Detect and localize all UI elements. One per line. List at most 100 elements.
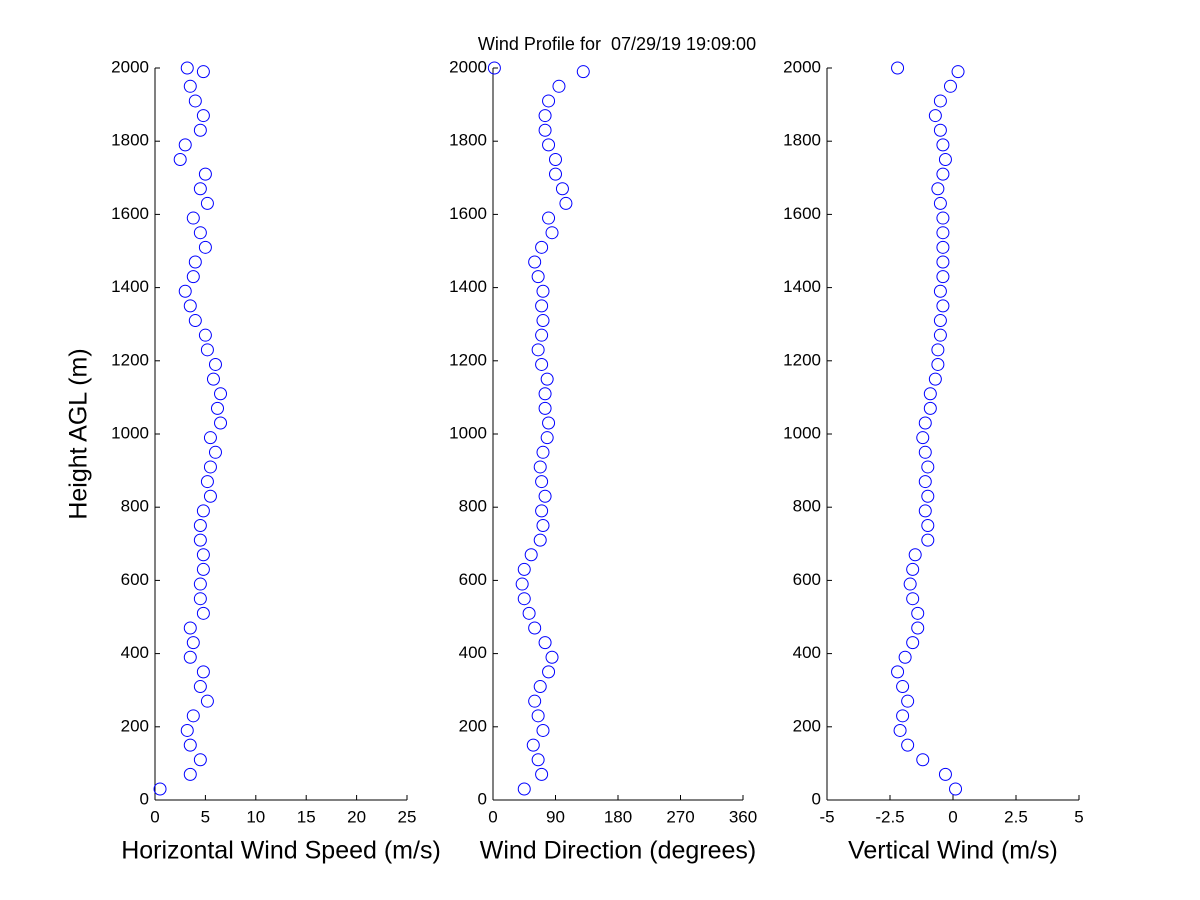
y-tick-label: 200 xyxy=(121,716,149,735)
point xyxy=(911,621,925,635)
x-tick-label: 2.5 xyxy=(1004,807,1028,826)
point xyxy=(533,533,547,547)
point xyxy=(936,299,950,313)
x-tick-label: 25 xyxy=(398,807,417,826)
point xyxy=(545,226,559,240)
y-tick-label: 800 xyxy=(459,497,487,516)
point xyxy=(203,431,217,445)
y-tick-label: 400 xyxy=(793,643,821,662)
point xyxy=(203,460,217,474)
x-axis-label: Vertical Wind (m/s) xyxy=(848,837,1058,865)
x-tick-label: 20 xyxy=(347,807,366,826)
point xyxy=(921,460,935,474)
point xyxy=(208,445,222,459)
x-axis-label: Wind Direction (degrees) xyxy=(480,837,757,865)
point xyxy=(936,138,950,152)
x-tick-label: 90 xyxy=(546,807,565,826)
point xyxy=(891,61,905,75)
point xyxy=(535,240,549,254)
point xyxy=(183,738,197,752)
point xyxy=(188,94,202,108)
point xyxy=(931,357,945,371)
x-tick-label: 5 xyxy=(201,807,210,826)
point xyxy=(535,328,549,342)
y-tick-label: 200 xyxy=(793,716,821,735)
point xyxy=(903,577,917,591)
point xyxy=(214,416,228,430)
point xyxy=(918,445,932,459)
point xyxy=(193,680,207,694)
y-tick-label: 1800 xyxy=(111,131,149,150)
point xyxy=(487,61,501,75)
y-tick-label: 1400 xyxy=(449,277,487,296)
point xyxy=(528,255,542,269)
point xyxy=(916,753,930,767)
point xyxy=(918,475,932,489)
point xyxy=(901,694,915,708)
point xyxy=(933,123,947,137)
point xyxy=(517,562,531,576)
point xyxy=(538,636,552,650)
point xyxy=(524,548,538,562)
point xyxy=(203,489,217,503)
x-tick-label: 270 xyxy=(666,807,694,826)
point xyxy=(193,182,207,196)
point xyxy=(918,416,932,430)
point xyxy=(906,592,920,606)
y-tick-label: 600 xyxy=(121,570,149,589)
y-tick-label: 600 xyxy=(459,570,487,589)
point xyxy=(923,401,937,415)
point xyxy=(931,343,945,357)
point xyxy=(542,211,556,225)
x-tick-label: -2.5 xyxy=(875,807,904,826)
y-tick-label: 800 xyxy=(121,497,149,516)
y-tick-label: 1400 xyxy=(111,277,149,296)
point xyxy=(535,767,549,781)
point xyxy=(531,343,545,357)
point xyxy=(196,548,210,562)
x-tick-label: 0 xyxy=(150,807,159,826)
point xyxy=(528,694,542,708)
point xyxy=(536,519,550,532)
point xyxy=(198,328,212,342)
point xyxy=(193,226,207,240)
point xyxy=(906,636,920,650)
point xyxy=(936,167,950,181)
y-tick-label: 400 xyxy=(459,643,487,662)
point xyxy=(540,372,554,386)
point xyxy=(517,592,531,606)
point xyxy=(542,138,556,152)
point xyxy=(193,753,207,767)
y-tick-label: 200 xyxy=(459,716,487,735)
point xyxy=(173,153,187,166)
point xyxy=(549,153,562,166)
point xyxy=(542,416,556,430)
point xyxy=(552,79,566,93)
point xyxy=(200,475,214,489)
point xyxy=(196,562,210,576)
point xyxy=(576,65,590,79)
point xyxy=(536,723,550,737)
x-tick-label: 0 xyxy=(488,807,497,826)
point xyxy=(916,431,930,445)
point xyxy=(933,328,947,342)
point xyxy=(526,738,540,752)
point xyxy=(533,460,547,474)
point xyxy=(938,153,952,166)
point xyxy=(183,299,197,313)
y-tick-label: 1600 xyxy=(449,204,487,223)
point xyxy=(188,255,202,269)
x-tick-label: -5 xyxy=(819,807,834,826)
point xyxy=(515,577,529,591)
point xyxy=(933,284,947,298)
point xyxy=(538,401,552,415)
y-tick-label: 1200 xyxy=(111,350,149,369)
y-tick-label: 0 xyxy=(812,789,821,808)
x-tick-label: 180 xyxy=(604,807,632,826)
point xyxy=(196,109,210,123)
point xyxy=(535,475,549,489)
point xyxy=(522,606,536,620)
point xyxy=(936,226,950,240)
point xyxy=(549,167,562,181)
